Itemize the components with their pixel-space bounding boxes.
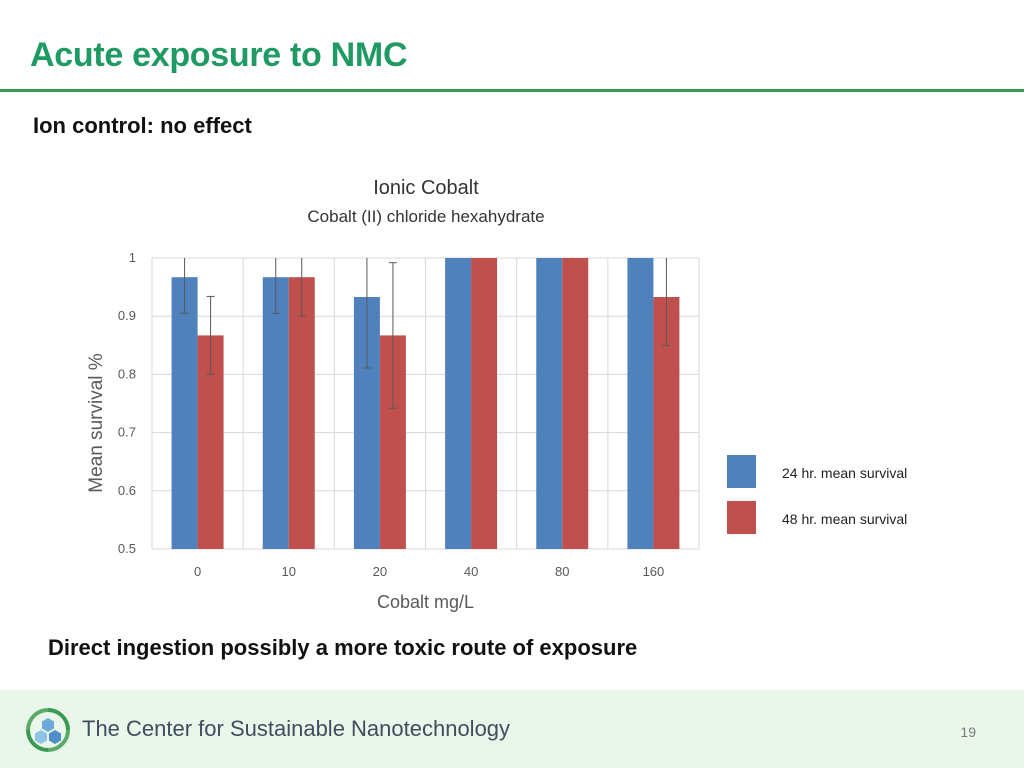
footer-organization: The Center for Sustainable Nanotechnolog… [82,716,511,741]
legend-label: 24 hr. mean survival [782,465,907,481]
title-divider [0,89,1024,92]
y-tick-label: 0.6 [118,483,136,498]
bar-24hr [445,258,472,549]
legend-swatch-24hr [727,455,756,488]
x-axis-label: Cobalt mg/L [377,592,474,612]
chart-title: Ionic Cobalt [373,177,479,199]
y-tick-label: 0.8 [118,366,136,381]
chart-gridlines [151,257,700,550]
legend-label: 48 hr. mean survival [782,511,907,527]
slide-subtitle: Ion control: no effect [33,113,252,138]
bar-24hr [171,277,198,549]
x-tick-label: 40 [464,564,478,579]
chart-error-bars [180,258,671,409]
y-tick-label: 0.7 [118,425,136,440]
bar-48hr [471,258,498,549]
bar-48hr [562,258,589,549]
bottom-note: Direct ingestion possibly a more toxic r… [48,635,638,660]
y-tick-label: 0.5 [118,541,136,556]
x-tick-label: 20 [373,564,387,579]
chart-legend: 24 hr. mean survival 48 hr. mean survival [727,455,907,534]
page-number: 19 [960,724,976,740]
y-tick-label: 0.9 [118,308,136,323]
y-tick-label: 1 [129,250,136,265]
chart-bars [171,258,680,549]
bar-24hr [627,258,654,549]
chart-subtitle: Cobalt (II) chloride hexahydrate [307,207,544,226]
slide-title: Acute exposure to NMC [30,36,408,74]
y-axis-label: Mean survival % [86,353,107,492]
footer: The Center for Sustainable Nanotechnolog… [0,690,1024,768]
bar-24hr [262,277,289,549]
x-tick-label: 0 [194,564,201,579]
legend-swatch-48hr [727,501,756,534]
x-tick-label: 80 [555,564,569,579]
x-tick-label: 160 [643,564,665,579]
recycling-hexagon-logo-icon [26,708,70,752]
bar-48hr [288,277,315,549]
bar-24hr [536,258,563,549]
x-tick-label: 10 [282,564,296,579]
